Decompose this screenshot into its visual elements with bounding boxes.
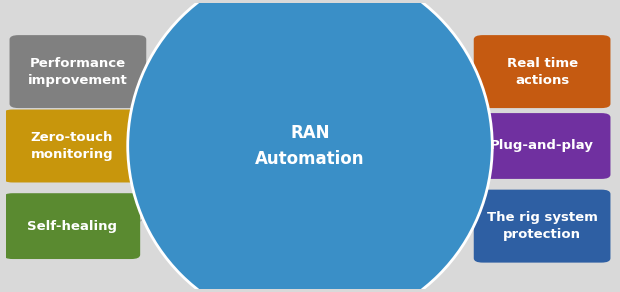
Text: Self-healing: Self-healing — [27, 220, 117, 233]
Text: Zero-touch
monitoring: Zero-touch monitoring — [30, 131, 113, 161]
FancyBboxPatch shape — [4, 193, 140, 259]
Text: Real time
actions: Real time actions — [507, 57, 578, 87]
Text: Plug-and-play: Plug-and-play — [490, 140, 594, 152]
FancyBboxPatch shape — [9, 35, 146, 108]
FancyBboxPatch shape — [474, 113, 611, 179]
FancyBboxPatch shape — [474, 35, 611, 108]
FancyBboxPatch shape — [4, 110, 140, 182]
FancyBboxPatch shape — [474, 190, 611, 263]
Ellipse shape — [128, 0, 492, 292]
Text: Performance
improvement: Performance improvement — [28, 57, 128, 87]
Text: RAN
Automation: RAN Automation — [255, 124, 365, 168]
Text: The rig system
protection: The rig system protection — [487, 211, 598, 241]
